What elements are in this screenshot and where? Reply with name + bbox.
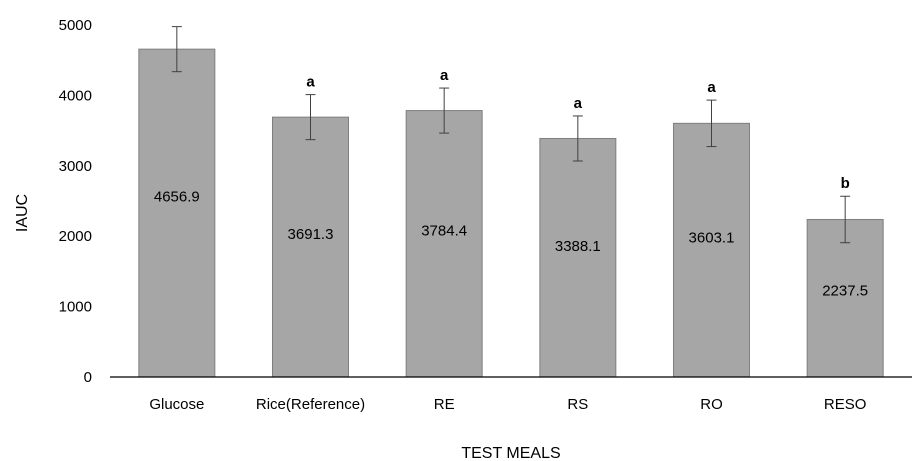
significance-labels: a a a a b: [306, 67, 849, 192]
x-axis-title: TEST MEALS: [461, 445, 560, 461]
error-bar: [305, 94, 316, 141]
y-tick-label: 2000: [59, 228, 92, 245]
y-tick-label: 1000: [59, 299, 92, 316]
bar: [673, 122, 750, 378]
bar: [405, 110, 483, 378]
x-tick-label: RS: [567, 396, 588, 413]
value-labels: 4656.9 3691.3 3784.4 3388.1 3603.1 2237.5: [154, 189, 868, 300]
bar-value-label: 3691.3: [288, 226, 334, 243]
y-axis-ticks: 0 1000 2000 3000 4000 5000: [59, 17, 92, 386]
x-tick-label: RE: [434, 396, 455, 413]
y-tick-label: 4000: [59, 87, 92, 104]
y-tick-label: 3000: [59, 158, 92, 175]
bar-value-label: 4656.9: [154, 189, 200, 206]
x-tick-label: Glucose: [149, 396, 204, 413]
significance-label: a: [574, 95, 583, 112]
bar: [138, 48, 216, 378]
bar-value-label: 2237.5: [822, 282, 868, 299]
significance-label: a: [707, 79, 716, 96]
y-axis-title: IAUC: [14, 194, 31, 232]
x-axis-category-labels: Glucose Rice(Reference) RE RS RO RESO: [149, 396, 866, 413]
x-tick-label: Rice(Reference): [256, 396, 365, 413]
bar: [806, 218, 884, 378]
bar-value-label: 3603.1: [689, 229, 735, 246]
bars: [138, 48, 884, 378]
error-bars: [171, 26, 851, 244]
bar: [539, 137, 617, 378]
error-bar: [706, 99, 717, 148]
significance-label: a: [440, 67, 449, 84]
y-tick-label: 5000: [59, 17, 92, 34]
significance-label: a: [306, 74, 315, 91]
error-bar: [439, 87, 450, 134]
x-tick-label: RO: [700, 396, 723, 413]
bar-value-label: 3388.1: [555, 238, 601, 255]
y-tick-label: 0: [84, 369, 92, 386]
error-bar: [572, 115, 583, 162]
bar: [272, 116, 349, 378]
x-tick-label: RESO: [824, 396, 867, 413]
significance-label: b: [841, 175, 850, 192]
bar-value-label: 3784.4: [421, 222, 467, 239]
error-bar: [840, 195, 851, 244]
error-bar: [171, 26, 182, 73]
